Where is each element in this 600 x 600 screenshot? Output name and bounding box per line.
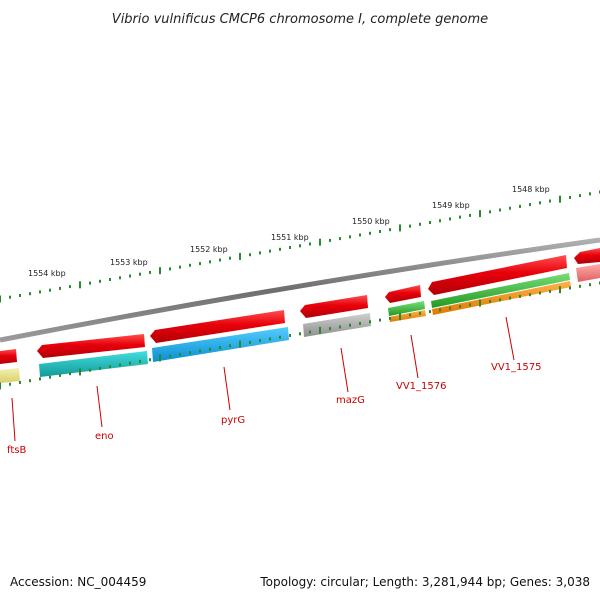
kbp-label-1549: 1549 kbp [432, 201, 470, 210]
gene-label-ftsb[interactable]: ftsB [7, 445, 26, 456]
gene-mazg-red[interactable] [300, 295, 368, 318]
accession-text: Accession: NC_004459 [10, 575, 146, 589]
gene-eno-red[interactable] [37, 334, 145, 358]
gene-vv1-1576-red[interactable] [385, 285, 421, 303]
map-title: Vibrio vulnificus CMCP6 chromosome I, co… [112, 12, 488, 27]
kbp-label-1552: 1552 kbp [190, 245, 228, 254]
gene-pyrg-blue[interactable] [152, 327, 289, 362]
gene-vv1-1576-green[interactable] [388, 301, 425, 316]
gene-vv1-1575-orange[interactable] [432, 281, 571, 315]
gene-label-vv1-1575[interactable]: VV1_1575 [491, 362, 542, 373]
outer-tick-marks [0, 190, 600, 303]
gene-partial-right-red[interactable] [574, 248, 600, 264]
gene-eno-teal[interactable] [39, 351, 148, 377]
gene-partial-right-pink[interactable] [576, 264, 600, 282]
kbp-label-1551: 1551 kbp [271, 233, 309, 242]
gene-features [0, 248, 600, 383]
gene-vv1-1575-red[interactable] [428, 255, 567, 295]
leader-ftsb [11, 397, 16, 442]
gene-label-mazg[interactable]: mazG [336, 395, 365, 406]
leader-eno [96, 385, 103, 428]
kbp-label-1553: 1553 kbp [110, 258, 148, 267]
gene-vv1-1575-green[interactable] [431, 273, 570, 308]
gene-label-leaders [11, 316, 515, 442]
gene-ftsb-red[interactable] [0, 349, 17, 364]
gene-labels: VV1_1575 VV1_1576 mazG pyrG eno ftsB [7, 362, 542, 456]
inner-tick-marks [0, 281, 600, 390]
genome-summary-text: Topology: circular; Length: 3,281,944 bp… [259, 575, 590, 589]
leader-mazg [340, 347, 349, 393]
kbp-label-1548: 1548 kbp [512, 185, 550, 194]
gene-vv1-1576-orange[interactable] [389, 310, 426, 322]
gene-label-pyrg[interactable]: pyrG [221, 415, 245, 426]
leader-pyrg [223, 366, 231, 411]
leader-vv1-1575 [505, 316, 515, 361]
gene-label-eno[interactable]: eno [95, 431, 114, 442]
chromosome-backbone [0, 237, 600, 343]
gene-ftsb-yellow[interactable] [0, 368, 20, 383]
gene-pyrg-red[interactable] [150, 310, 285, 343]
kbp-scale-labels: 1548 kbp 1549 kbp 1550 kbp 1551 kbp 1552… [28, 185, 550, 278]
leader-vv1-1576 [410, 334, 419, 379]
kbp-label-1550: 1550 kbp [352, 217, 390, 226]
gene-label-vv1-1576[interactable]: VV1_1576 [396, 381, 447, 392]
kbp-label-1554: 1554 kbp [28, 269, 66, 278]
